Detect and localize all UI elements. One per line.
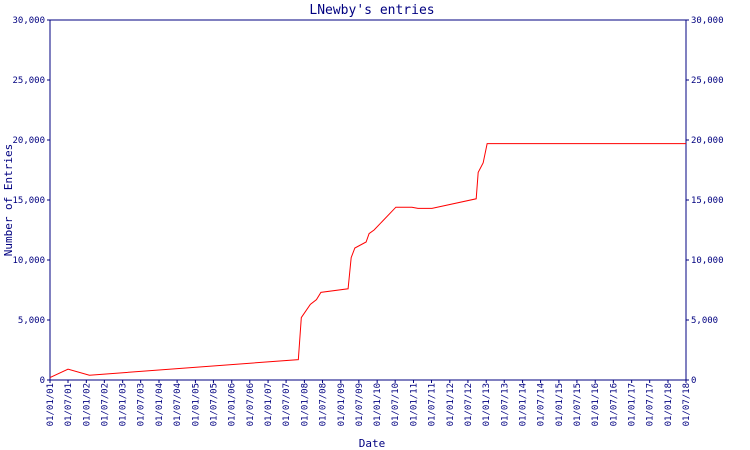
y2-tick-label: 15,000 [691,196,724,206]
y-tick-label: 30,000 [12,16,45,26]
x-tick-label: 01/07/01 [64,383,74,426]
x-tick-label: 01/07/06 [246,383,256,426]
x-tick-label: 01/07/03 [137,383,147,426]
x-tick-label: 01/01/01 [46,383,56,426]
x-tick-label: 01/07/15 [573,383,583,426]
x-tick-label: 01/01/05 [191,383,201,426]
x-tick-label: 01/07/04 [173,383,183,426]
x-tick-label: 01/01/12 [446,383,456,426]
y2-tick-label: 0 [691,376,696,386]
y-tick-label: 15,000 [12,196,45,206]
y2-tick-label: 25,000 [691,76,724,86]
y2-tick-label: 30,000 [691,16,724,26]
y-tick-label: 25,000 [12,76,45,86]
y2-tick-label: 20,000 [691,136,724,146]
x-tick-label: 01/01/15 [555,383,565,426]
x-tick-label: 01/01/13 [482,383,492,426]
y-tick-label: 20,000 [12,136,45,146]
x-tick-label: 01/07/08 [319,383,329,426]
x-axis-label: Date [359,437,386,450]
x-tick-label: 01/01/11 [409,383,419,426]
data-line [49,143,686,379]
x-tick-label: 01/01/17 [628,383,638,426]
x-tick-label: 01/01/09 [337,383,347,426]
x-tick-label: 01/01/03 [119,383,129,426]
x-tick-label: 01/07/10 [391,383,401,426]
x-tick-label: 01/01/02 [82,383,92,426]
x-tick-label: 01/07/16 [609,383,619,426]
y-tick-label: 5,000 [18,316,45,326]
x-tick-label: 01/07/07 [282,383,292,426]
x-tick-label: 01/01/18 [664,383,674,426]
y-axis-label: Number of Entries [2,144,15,257]
x-tick-label: 01/07/14 [537,383,547,426]
x-tick-label: 01/07/18 [682,383,692,426]
chart-title: LNewby's entries [309,3,434,18]
x-tick-label: 01/07/12 [464,383,474,426]
x-tick-label: 01/07/11 [428,383,438,426]
x-tick-label: 01/01/07 [264,383,274,426]
x-tick-label: 01/01/06 [228,383,238,426]
y2-tick-label: 10,000 [691,256,724,266]
x-tick-label: 01/01/08 [300,383,310,426]
x-tick-label: 01/01/16 [591,383,601,426]
x-tick-label: 01/07/02 [100,383,110,426]
x-tick-label: 01/07/05 [209,383,219,426]
x-tick-label: 01/01/10 [373,383,383,426]
x-tick-label: 01/01/14 [519,383,529,426]
x-tick-label: 01/07/17 [646,383,656,426]
y-tick-label: 10,000 [12,256,45,266]
y-tick-label: 0 [40,376,45,386]
x-tick-label: 01/07/13 [500,383,510,426]
x-tick-label: 01/01/04 [155,383,165,426]
y2-tick-label: 5,000 [691,316,718,326]
x-tick-label: 01/07/09 [355,383,365,426]
